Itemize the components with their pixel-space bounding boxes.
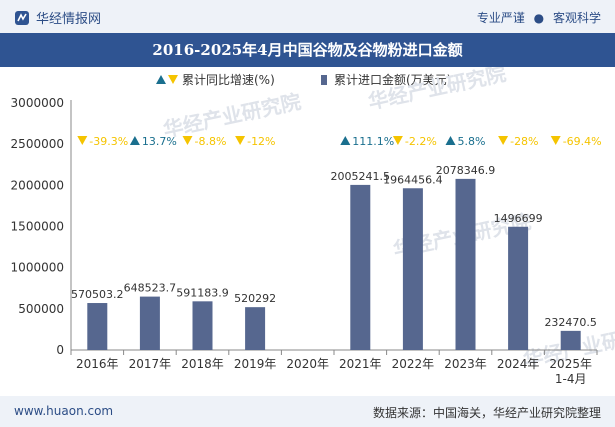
bar bbox=[87, 303, 108, 350]
y-tick-label: 2000000 bbox=[11, 178, 64, 192]
growth-up-marker-icon bbox=[340, 136, 351, 145]
huajing-logo-icon bbox=[15, 10, 29, 25]
slogan: 专业严谨 ● 客观科学 bbox=[477, 9, 601, 26]
x-tick-label: 1-4月 bbox=[555, 372, 587, 386]
x-tick-label: 2021年 bbox=[339, 357, 382, 371]
x-tick-label: 2022年 bbox=[392, 357, 435, 371]
growth-down-marker-icon bbox=[77, 136, 88, 145]
bar-value-label: 2005241.5 bbox=[331, 170, 391, 183]
bar bbox=[560, 330, 581, 350]
slogan-left: 专业严谨 bbox=[476, 11, 525, 25]
legend-label-amount: 累计进口金额(万美元) bbox=[334, 72, 451, 87]
growth-value-label: 5.8% bbox=[458, 135, 486, 148]
bar-value-label: 2078346.9 bbox=[436, 164, 496, 177]
y-tick-label: 0 bbox=[56, 343, 64, 357]
data-source: 数据来源：中国海关，华经产业研究院整理 bbox=[372, 406, 601, 420]
chart-title: 2016-2025年4月中国谷物及谷物粉进口金额 bbox=[152, 41, 463, 59]
bar bbox=[350, 184, 371, 350]
x-tick-label: 2019年 bbox=[234, 357, 277, 371]
site-link[interactable]: www.huaon.com bbox=[14, 404, 114, 418]
bar-value-label: 1964456.4 bbox=[383, 173, 443, 186]
x-tick-label: 2020年 bbox=[286, 357, 329, 371]
bar bbox=[245, 307, 266, 350]
growth-down-marker-icon bbox=[392, 136, 403, 145]
y-tick-label: 2500000 bbox=[11, 137, 64, 151]
growth-down-marker-icon bbox=[498, 136, 509, 145]
brand-name: 华经情报网 bbox=[36, 12, 102, 27]
growth-value-label: -28% bbox=[510, 135, 538, 148]
legend-marker-down-icon bbox=[168, 75, 178, 84]
x-tick-label: 2017年 bbox=[129, 357, 172, 371]
growth-up-marker-icon bbox=[129, 136, 140, 145]
bar-value-label: 520292 bbox=[234, 292, 276, 305]
x-tick-label: 2018年 bbox=[181, 357, 224, 371]
y-tick-label: 1500000 bbox=[11, 220, 64, 234]
growth-value-label: -39.3% bbox=[89, 135, 128, 148]
slogan-right: 客观科学 bbox=[552, 11, 601, 25]
bar-value-label: 232470.5 bbox=[544, 316, 597, 329]
growth-value-label: 111.1% bbox=[352, 135, 394, 148]
brand[interactable]: 华经情报网 bbox=[14, 8, 101, 27]
growth-down-marker-icon bbox=[550, 136, 561, 145]
bar-value-label: 570503.2 bbox=[71, 288, 124, 301]
x-tick-label: 2023年 bbox=[444, 357, 487, 371]
legend-label-growth: 累计同比增速(%) bbox=[182, 73, 275, 87]
bar-value-label: 591183.9 bbox=[176, 286, 229, 299]
bar bbox=[192, 301, 213, 350]
growth-up-marker-icon bbox=[445, 136, 456, 145]
bar-value-label: 648523.7 bbox=[124, 282, 177, 295]
growth-down-marker-icon bbox=[182, 136, 193, 145]
bar bbox=[139, 296, 160, 350]
growth-value-label: -69.4% bbox=[563, 135, 602, 148]
watermark-1: 华经产业研究院 bbox=[161, 89, 303, 142]
growth-value-label: 13.7% bbox=[142, 135, 177, 148]
top-bar: 华经情报网 专业严谨 ● 客观科学 bbox=[0, 0, 615, 33]
bar bbox=[508, 226, 529, 350]
bar bbox=[402, 188, 423, 350]
y-tick-label: 1000000 bbox=[11, 261, 64, 275]
bottom-bar: www.huaon.com 数据来源：中国海关，华经产业研究院整理 bbox=[0, 396, 615, 427]
y-tick-label: 3000000 bbox=[11, 96, 64, 110]
x-tick-label: 2016年 bbox=[76, 357, 119, 371]
growth-value-label: -8.8% bbox=[195, 135, 227, 148]
legend-marker-up-icon bbox=[156, 75, 166, 84]
growth-down-marker-icon bbox=[235, 136, 246, 145]
growth-value-label: -2.2% bbox=[405, 135, 437, 148]
bar-value-label: 1496699 bbox=[494, 212, 543, 225]
y-tick-label: 500000 bbox=[18, 302, 64, 316]
chart: 累计同比增速(%)累计进口金额(万美元)华经产业研究院华经产业研究院华经产业研究… bbox=[11, 67, 615, 386]
bar bbox=[455, 178, 476, 350]
x-tick-label: 2025年 bbox=[549, 357, 592, 371]
legend-marker-bar bbox=[321, 75, 327, 85]
growth-value-label: -12% bbox=[247, 135, 275, 148]
x-tick-label: 2024年 bbox=[497, 357, 540, 371]
title-bar: 2016-2025年4月中国谷物及谷物粉进口金额 bbox=[0, 33, 615, 67]
slogan-separator: ● bbox=[533, 11, 545, 25]
